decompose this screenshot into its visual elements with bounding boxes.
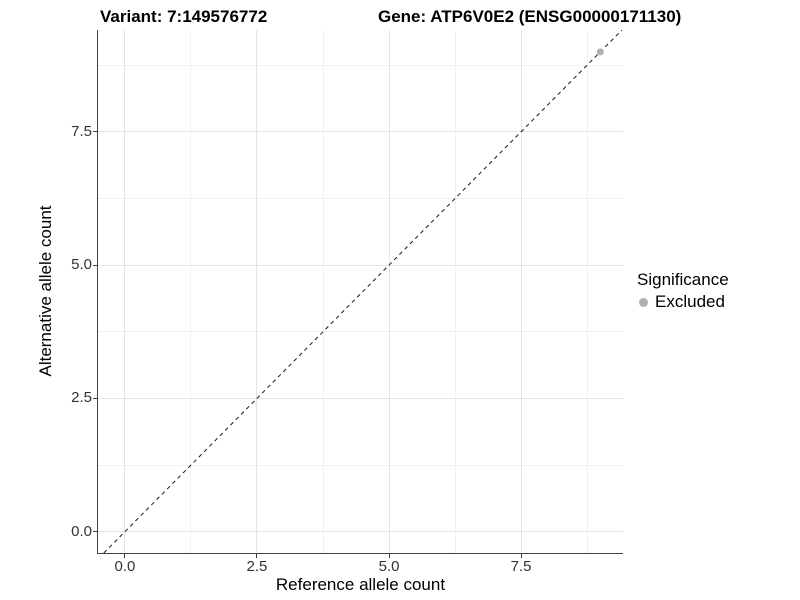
data-point [596, 48, 604, 56]
y-axis-title: Alternative allele count [36, 205, 55, 377]
y-major-gridline [98, 264, 623, 266]
plot-panel [98, 30, 623, 553]
x-tick-mark [124, 553, 126, 558]
legend-item-excluded: Excluded [637, 292, 799, 312]
x-minor-gridline [454, 30, 456, 553]
y-tick-label: 2.5 [71, 389, 92, 407]
y-major-gridline [98, 531, 623, 533]
y-minor-gridline [98, 64, 623, 66]
x-minor-gridline [190, 30, 192, 553]
y-axis-line [97, 30, 99, 554]
y-minor-gridline [98, 331, 623, 333]
y-tick-label: 0.0 [71, 522, 92, 540]
y-tick-label: 5.0 [71, 256, 92, 274]
x-axis-title: Reference allele count [275, 575, 446, 594]
x-tick-label: 7.5 [510, 558, 532, 575]
x-tick-label: 2.5 [246, 558, 268, 575]
x-tick-mark [256, 553, 258, 558]
legend: Significance Excluded [637, 271, 799, 312]
y-major-gridline [98, 131, 623, 133]
y-major-gridline [98, 397, 623, 399]
legend-title: Significance [637, 270, 729, 289]
x-tick-label: 5.0 [378, 558, 400, 575]
x-minor-gridline [322, 30, 324, 553]
x-axis-line [97, 552, 623, 554]
gene-title: Gene: ATP6V0E2 (ENSG00000171130) [378, 7, 682, 26]
x-minor-gridline [586, 30, 588, 553]
x-major-gridline [256, 30, 258, 553]
variant-title: Variant: 7:149576772 [100, 7, 268, 26]
x-major-gridline [520, 30, 522, 553]
plot-overlay [103, 30, 623, 553]
y-tick-label: 7.5 [71, 122, 92, 140]
y-tick-mark [93, 264, 98, 266]
y-tick-mark [93, 131, 98, 133]
x-tick-label: 0.0 [114, 558, 136, 575]
x-tick-mark [388, 553, 390, 558]
legend-dot-icon [639, 297, 648, 307]
identity-reference-line [103, 30, 623, 553]
legend-item-label: Excluded [655, 292, 725, 311]
y-minor-gridline [98, 464, 623, 466]
x-tick-mark [520, 553, 522, 558]
y-tick-mark [93, 531, 98, 533]
x-major-gridline [388, 30, 390, 553]
y-tick-mark [93, 397, 98, 399]
y-minor-gridline [98, 197, 623, 199]
x-major-gridline [124, 30, 126, 553]
